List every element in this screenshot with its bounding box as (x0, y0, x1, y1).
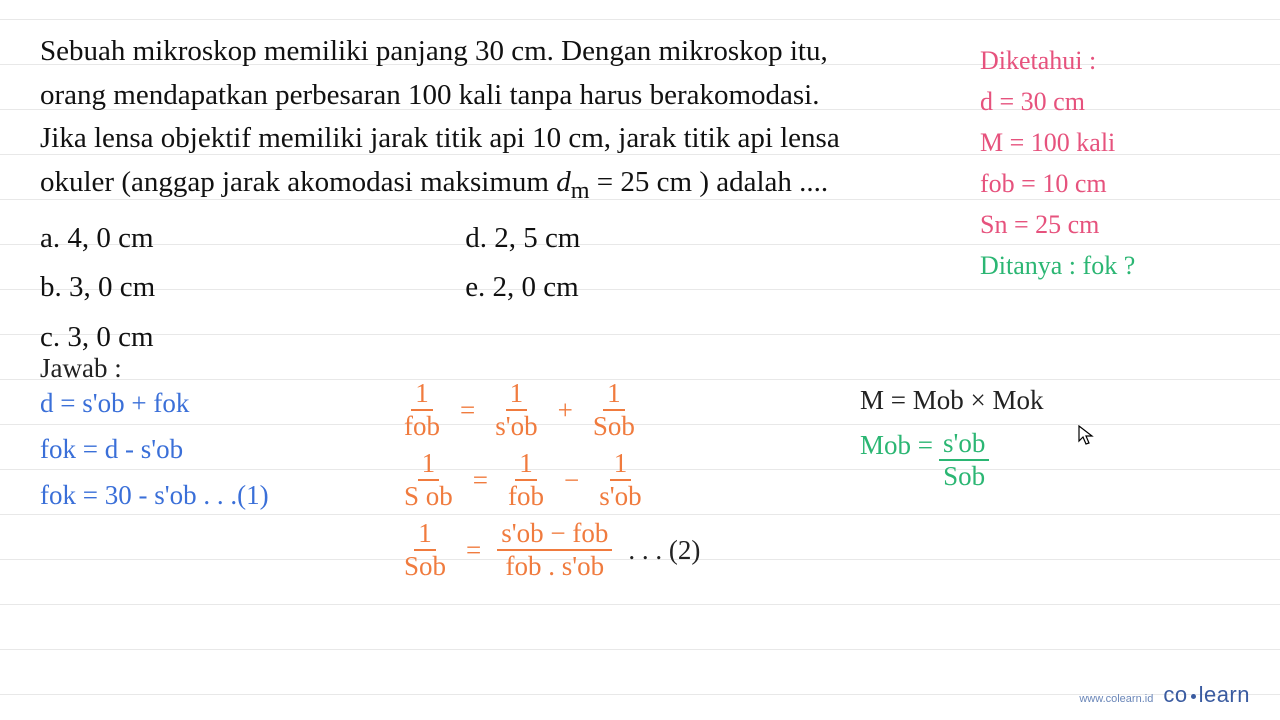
fraction: 1s'ob (595, 450, 645, 510)
derivation-col-1: d = s'ob + fok fok = d - s'ob fok = 30 -… (40, 380, 269, 518)
col2-eq-3: 1Sob = s'ob − fobfob . s'ob . . . (2) (400, 520, 704, 580)
fraction: 1Sob (589, 380, 639, 440)
option-b: b. 3, 0 cm (40, 266, 155, 310)
options-col-1: a. 4, 0 cm b. 3, 0 cm c. 3, 0 cm (40, 217, 155, 360)
dot-icon (1191, 694, 1196, 699)
fraction: 1S ob (400, 450, 457, 510)
col1-row-2: fok = d - s'ob (40, 426, 269, 472)
footer-url: www.colearn.id (1079, 693, 1153, 705)
footer-brand: www.colearn.id colearn (1079, 682, 1250, 708)
fraction: 1fob (504, 450, 548, 510)
cursor-icon (1078, 425, 1094, 447)
fraction: s'ob Sob (939, 430, 989, 490)
known-panel: Diketahui : d = 30 cm M = 100 kali fob =… (980, 40, 1240, 286)
col2-eq-2: 1S ob = 1fob − 1s'ob (400, 450, 704, 510)
col2-eq-1: 1fob = 1s'ob + 1Sob (400, 380, 704, 440)
fraction: 1s'ob (491, 380, 541, 440)
option-e: e. 2, 0 cm (465, 266, 580, 310)
col1-row-3: fok = 30 - s'ob . . .(1) (40, 472, 269, 518)
option-a: a. 4, 0 cm (40, 217, 155, 261)
footer-logo: colearn (1163, 682, 1250, 708)
known-m: M = 100 kali (980, 122, 1240, 163)
derivation-col-2: 1fob = 1s'ob + 1Sob 1S ob = 1fob − 1s'ob… (400, 380, 704, 590)
col3-row-1: M = Mob × Mok (860, 385, 1043, 416)
derivation-col-3: M = Mob × Mok Mob = s'ob Sob (860, 385, 1043, 490)
options-col-2: d. 2, 5 cm e. 2, 0 cm (465, 217, 580, 360)
col3-row-2: Mob = s'ob Sob (860, 430, 1043, 490)
fraction: 1fob (400, 380, 444, 440)
col1-row-1: d = s'ob + fok (40, 380, 269, 426)
known-fob: fob = 10 cm (980, 163, 1240, 204)
eq3-tail: . . . (2) (624, 535, 704, 566)
fraction: s'ob − fobfob . s'ob (497, 520, 612, 580)
fraction: 1Sob (400, 520, 450, 580)
option-d: d. 2, 5 cm (465, 217, 580, 261)
known-sn: Sn = 25 cm (980, 204, 1240, 245)
known-d: d = 30 cm (980, 81, 1240, 122)
known-ask: Ditanya : fok ? (980, 245, 1240, 286)
known-title: Diketahui : (980, 40, 1240, 81)
